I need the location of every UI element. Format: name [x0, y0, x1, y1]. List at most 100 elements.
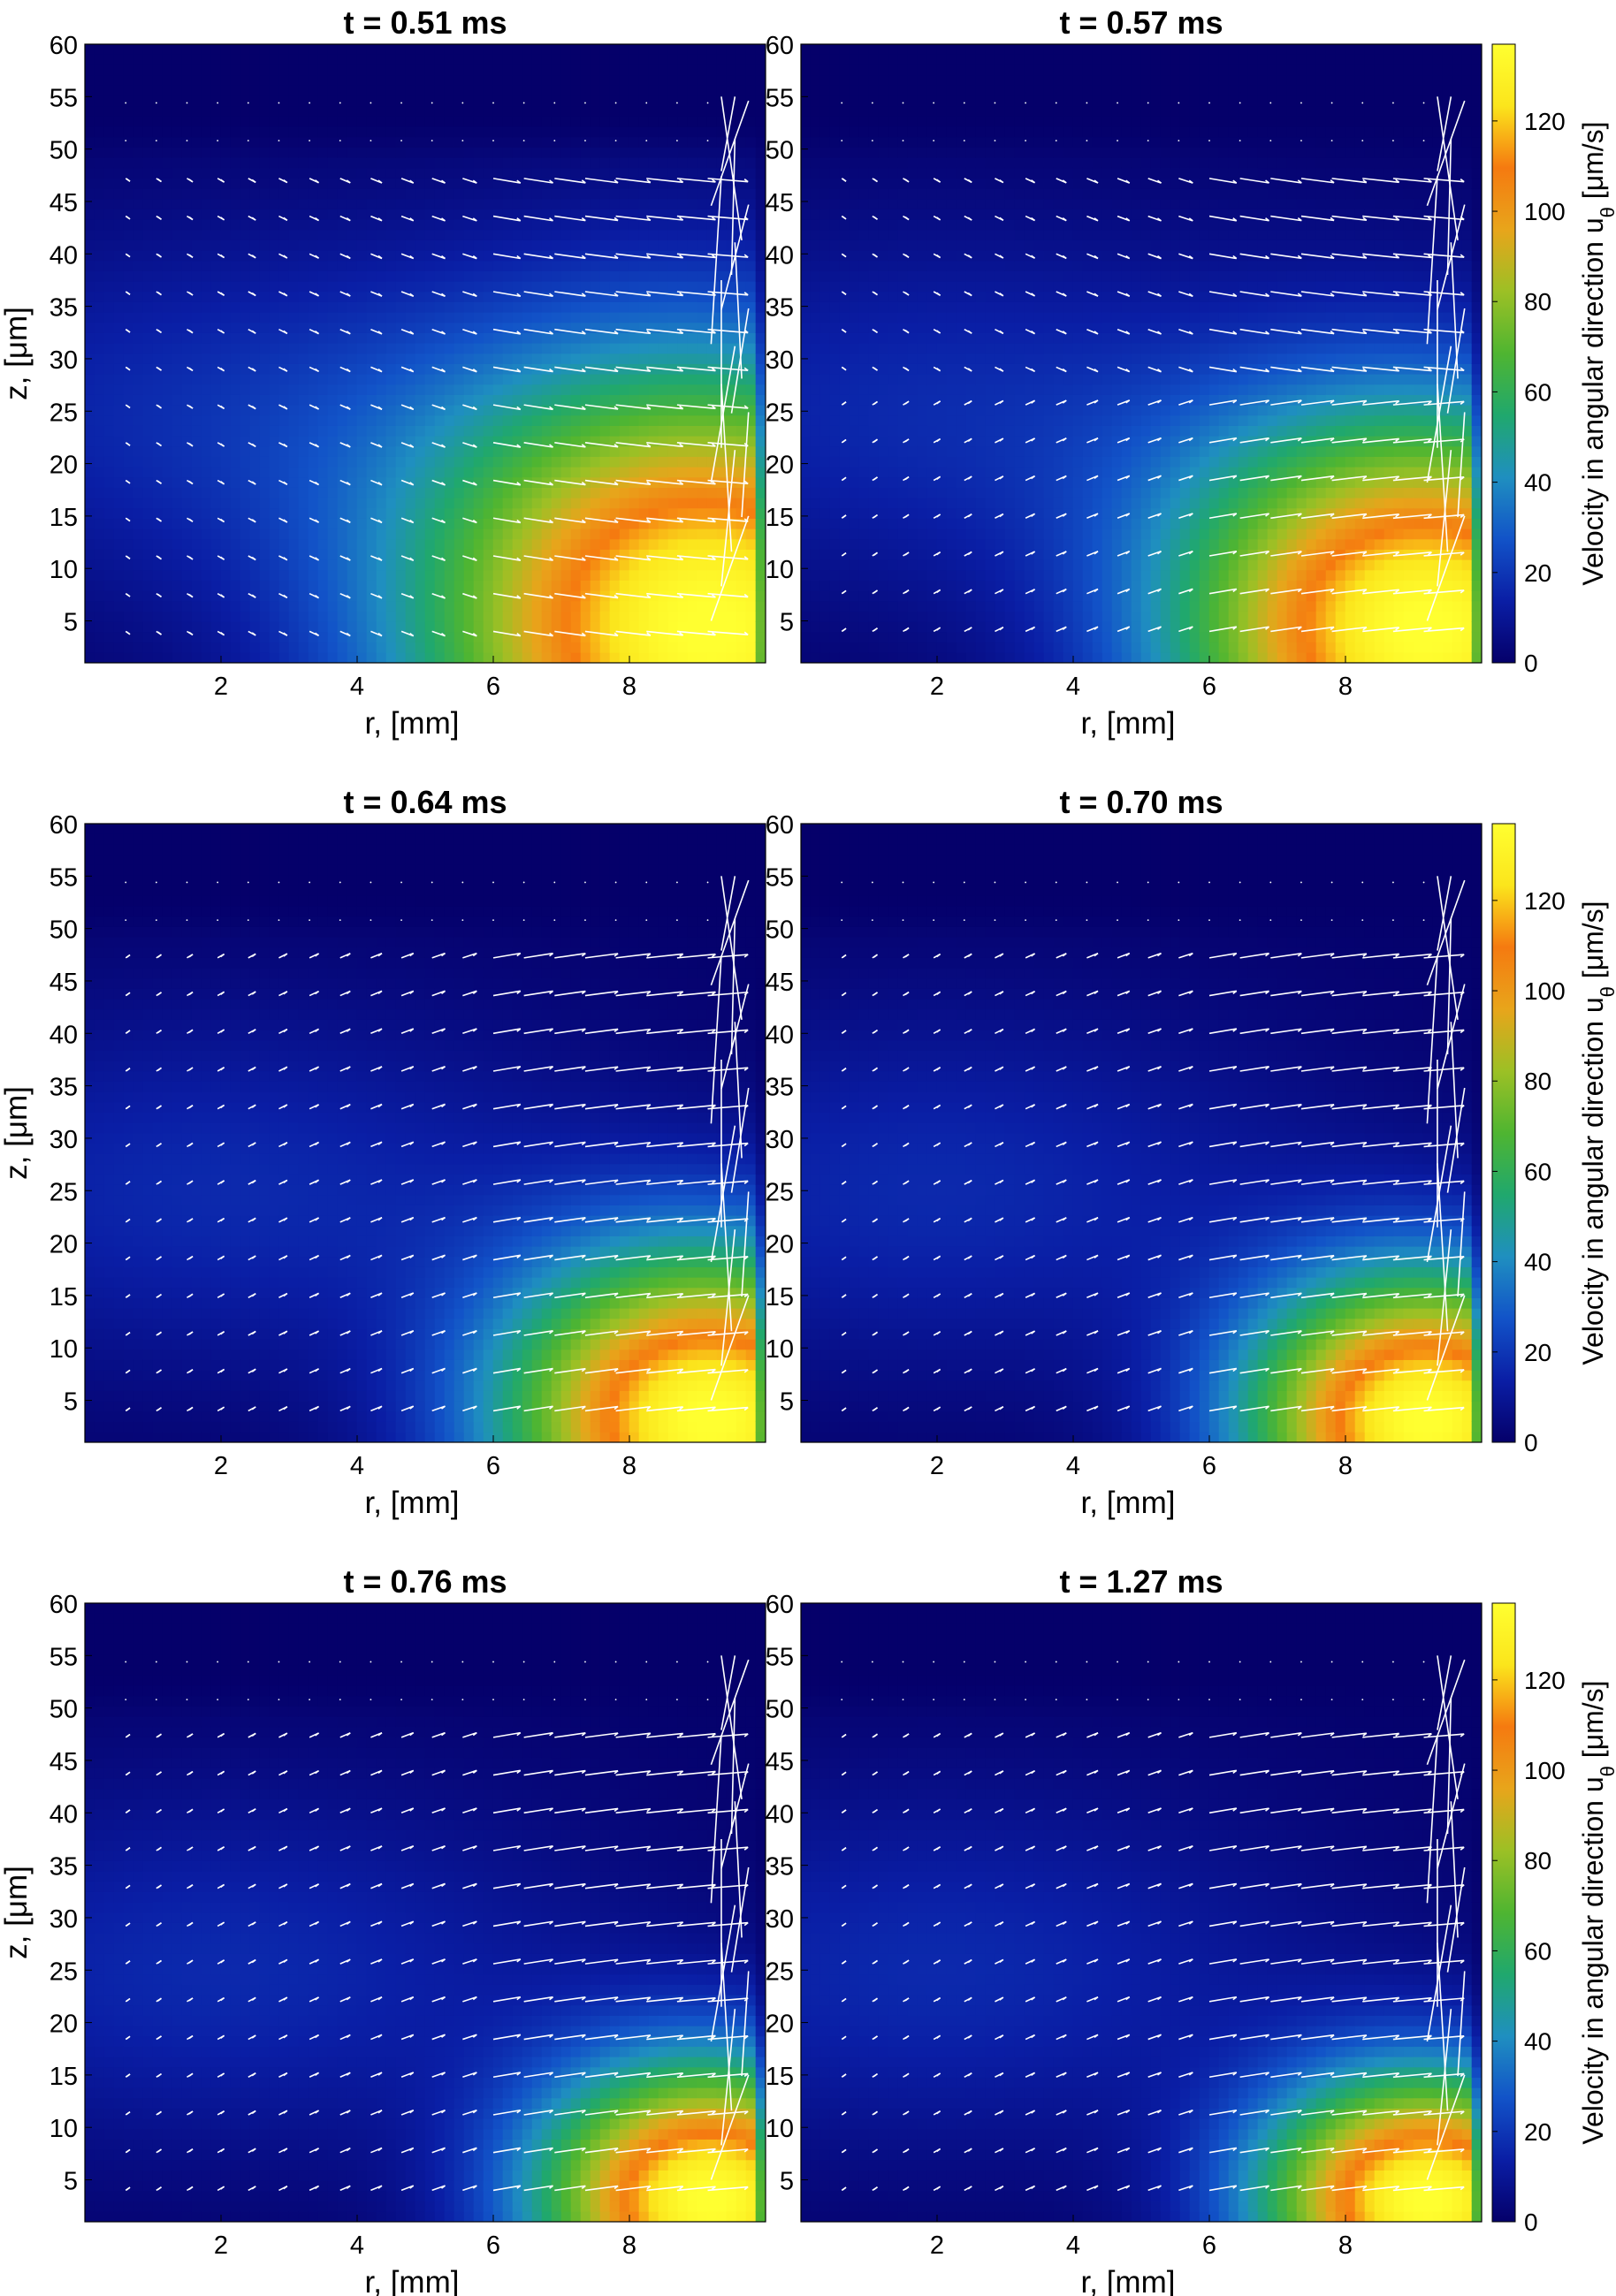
heatmap-cell: [736, 95, 747, 107]
heatmap-cell: [687, 167, 698, 179]
heatmap-cell: [133, 188, 144, 200]
heatmap-cell: [366, 425, 377, 437]
heatmap-cell: [502, 312, 514, 323]
heatmap-cell: [327, 209, 339, 220]
heatmap-cell: [210, 498, 222, 509]
heatmap-cell: [337, 642, 348, 653]
heatmap-cell: [142, 312, 154, 323]
heatmap-cell: [629, 467, 640, 478]
heatmap-cell: [162, 363, 173, 375]
heatmap-cell: [249, 631, 261, 642]
heatmap-cell: [697, 116, 708, 127]
heatmap-cell: [667, 229, 679, 240]
heatmap-cell: [677, 95, 689, 107]
heatmap-cell: [123, 209, 134, 220]
heatmap-cell: [667, 167, 679, 179]
heatmap-cell: [278, 631, 290, 642]
heatmap-cell: [278, 198, 290, 209]
heatmap-cell: [94, 425, 105, 437]
heatmap-cell: [220, 301, 232, 313]
vector-arrow-head: [409, 331, 415, 335]
heatmap-cell: [385, 219, 397, 231]
heatmap-cell: [473, 487, 484, 498]
heatmap-cell: [210, 476, 222, 488]
heatmap-cell: [288, 54, 300, 65]
heatmap-cell: [191, 384, 202, 395]
heatmap-cell: [434, 456, 446, 468]
heatmap-cell: [288, 229, 300, 240]
heatmap-cell: [560, 353, 572, 364]
heatmap-cell: [308, 642, 319, 653]
heatmap-cell: [560, 147, 572, 158]
heatmap-cell: [172, 559, 183, 571]
heatmap-cell: [531, 126, 543, 138]
heatmap-cell: [415, 611, 426, 622]
heatmap-cell: [629, 301, 640, 313]
vector-arrow-head: [157, 178, 162, 183]
heatmap-cell: [755, 105, 766, 117]
heatmap-cell: [210, 95, 222, 107]
heatmap-cell: [288, 65, 300, 76]
heatmap-cell: [810, 54, 821, 65]
heatmap-cell: [376, 270, 387, 282]
vector-arrow-head: [251, 179, 256, 184]
heatmap-cell: [269, 642, 280, 653]
heatmap-cell: [317, 322, 329, 333]
heatmap-cell: [745, 538, 757, 550]
heatmap-cell: [123, 147, 134, 158]
heatmap-cell: [667, 363, 679, 375]
heatmap-cell: [220, 476, 232, 488]
heatmap-cell: [317, 239, 329, 251]
heatmap-cell: [444, 394, 455, 406]
heatmap-cell: [522, 528, 533, 540]
heatmap-cell: [609, 414, 621, 426]
heatmap-cell: [259, 425, 271, 437]
heatmap-cell: [172, 445, 183, 457]
vector-arrow: [554, 366, 586, 373]
vector-arrow-head: [441, 293, 446, 297]
heatmap-cell: [240, 374, 251, 385]
heatmap-cell: [103, 436, 115, 447]
heatmap-cell: [444, 600, 455, 612]
heatmap-cell: [152, 178, 164, 189]
heatmap-cell: [745, 652, 757, 663]
heatmap-cell: [249, 414, 261, 426]
heatmap-cell: [240, 580, 251, 591]
heatmap-cell: [444, 559, 455, 571]
heatmap-cell: [249, 456, 261, 468]
heatmap-cell: [317, 147, 329, 158]
heatmap-cell: [609, 44, 621, 55]
heatmap-cell: [454, 631, 465, 642]
heatmap-cell: [810, 116, 821, 127]
heatmap-cell: [755, 291, 766, 302]
heatmap-cell: [619, 498, 630, 509]
heatmap-cell: [745, 260, 757, 271]
heatmap-cell: [638, 219, 650, 231]
heatmap-cell: [172, 312, 183, 323]
heatmap-cell: [269, 363, 280, 375]
vector-arrow-head: [409, 369, 415, 373]
heatmap-cell: [415, 436, 426, 447]
vector-arrow-head: [614, 406, 619, 410]
heatmap-cell: [327, 270, 339, 282]
vector-arrow: [646, 555, 683, 561]
heatmap-cell: [424, 487, 436, 498]
heatmap-cell: [483, 322, 494, 333]
heatmap-cell: [337, 188, 348, 200]
heatmap-cell: [113, 188, 125, 200]
heatmap-cell: [133, 549, 144, 560]
heatmap-cell: [531, 136, 543, 148]
vector-arrow: [615, 215, 651, 222]
heatmap-cell: [337, 281, 348, 293]
heatmap-cell: [463, 198, 475, 209]
heatmap-cell: [210, 518, 222, 529]
heatmap-cell: [405, 85, 416, 96]
heatmap-cell: [590, 528, 601, 540]
heatmap-cell: [522, 611, 533, 622]
heatmap-cell: [269, 188, 280, 200]
heatmap-cell: [716, 136, 728, 148]
heatmap-cell: [356, 239, 368, 251]
heatmap-cell: [424, 414, 436, 426]
vector-arrow: [492, 215, 521, 222]
vector-arrow-head: [377, 217, 383, 222]
